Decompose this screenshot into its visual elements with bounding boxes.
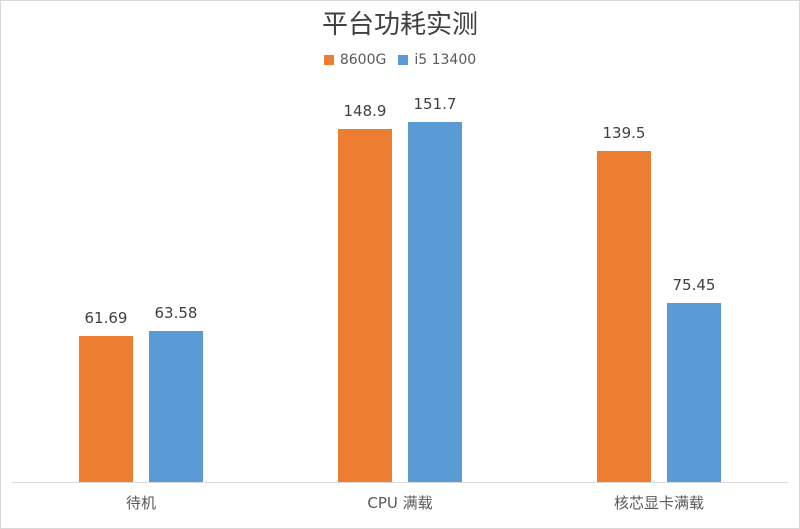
legend-item-8600g: 8600G (323, 52, 387, 68)
data-label: 139.5 (602, 123, 646, 142)
legend-item-i5-13400: i5 13400 (398, 52, 476, 68)
data-label: 75.45 (672, 275, 716, 294)
data-label: 148.9 (343, 101, 387, 120)
chart-title: 平台功耗实测 (321, 10, 478, 40)
data-label: 61.69 (84, 308, 128, 327)
legend: 8600G i5 13400 (0, 52, 800, 68)
legend-swatch-blue-icon (398, 55, 409, 65)
bar (597, 150, 651, 482)
data-label: 151.7 (413, 95, 457, 114)
data-label: 63.58 (154, 304, 198, 323)
legend-label: 8600G (339, 52, 387, 68)
bar (667, 302, 721, 482)
category-label: 核芯显卡满载 (613, 494, 704, 512)
bar (79, 335, 133, 482)
bar (408, 122, 462, 482)
bar (149, 331, 203, 482)
bar (338, 128, 392, 482)
x-axis-line (12, 482, 788, 483)
legend-label: i5 13400 (414, 52, 477, 68)
category-label: 待机 (125, 494, 156, 512)
category-label: CPU 满载 (367, 494, 433, 512)
legend-swatch-orange-icon (323, 55, 334, 65)
